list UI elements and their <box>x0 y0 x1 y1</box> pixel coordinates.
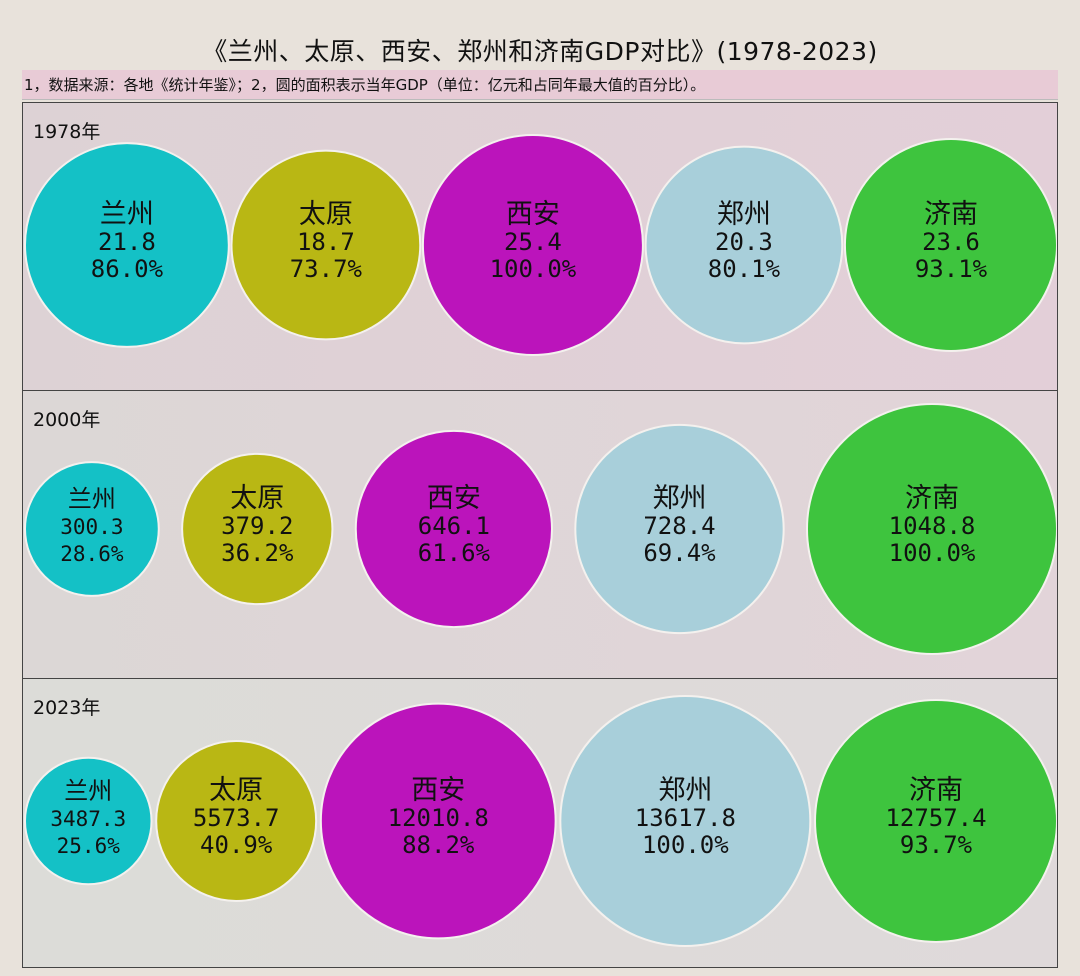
gdp-value-label: 3487.3 <box>50 807 126 831</box>
city-label: 郑州 <box>652 483 706 514</box>
gdp-value-label: 20.3 <box>715 228 773 256</box>
year-label: 2023年 <box>33 697 101 719</box>
city-label: 济南 <box>905 483 959 514</box>
city-label: 太原 <box>230 483 284 514</box>
bubble-chart-1978: 兰州21.886.0%太原18.773.7%西安25.4100.0%郑州20.3… <box>24 134 1057 356</box>
city-label: 济南 <box>909 775 963 806</box>
year-label: 2000年 <box>33 409 101 431</box>
city-label: 西安 <box>427 483 481 514</box>
percent-label: 69.4% <box>643 539 716 567</box>
gdp-value-label: 646.1 <box>418 512 490 540</box>
percent-label: 93.1% <box>915 255 988 283</box>
bubble-circle <box>24 756 153 886</box>
year-label: 1978年 <box>33 121 101 143</box>
city-label: 济南 <box>924 199 978 230</box>
percent-label: 61.6% <box>418 539 491 567</box>
gdp-value-label: 12010.8 <box>388 804 489 832</box>
bubble-circle <box>806 403 1057 655</box>
bubble-circle <box>319 702 557 940</box>
bubble-circle <box>24 461 160 597</box>
city-label: 西安 <box>506 199 560 230</box>
gdp-value-label: 21.8 <box>98 228 156 256</box>
city-label: 兰州 <box>68 485 116 513</box>
bubble-chart-2023: 兰州3487.325.6%太原5573.740.9%西安12010.888.2%… <box>24 695 1057 947</box>
bubble-circle <box>181 452 334 606</box>
percent-label: 100.0% <box>889 539 976 567</box>
percent-label: 28.6% <box>60 542 124 566</box>
percent-label: 86.0% <box>91 255 164 283</box>
percent-label: 36.2% <box>221 539 294 567</box>
city-label: 太原 <box>209 775 263 806</box>
bubble-circle <box>24 142 230 348</box>
bubble-circle <box>230 149 422 341</box>
city-label: 兰州 <box>64 777 112 805</box>
percent-label: 93.7% <box>900 831 973 859</box>
panel-1978: 1978年 兰州 21.8 86.0% 太原 18.7 73.7% 西安 25.4 100.0%… <box>22 102 1058 391</box>
gdp-value-label: 1048.8 <box>889 512 976 540</box>
gdp-value-label: 5573.7 <box>193 804 280 832</box>
percent-label: 73.7% <box>290 255 363 283</box>
gdp-value-label: 12757.4 <box>885 804 986 832</box>
gdp-value-label: 23.6 <box>922 228 980 256</box>
percent-label: 80.1% <box>708 255 781 283</box>
panel-2023: 2023年 兰州 3487.3 25.6% 太原 5573.7 40.9% 西安 12010.… <box>22 678 1058 968</box>
gdp-value-label: 300.3 <box>60 515 123 539</box>
bubble-circle <box>354 429 553 629</box>
panel-2000: 2000年 兰州 300.3 28.6% 太原 379.2 36.2% 西安 646.1 61.… <box>22 390 1058 679</box>
bubble-chart-2000: 兰州300.328.6%太原379.236.2%西安646.161.6%郑州72… <box>24 403 1057 655</box>
gdp-value-label: 728.4 <box>643 512 715 540</box>
bubble-circle <box>814 699 1057 943</box>
city-label: 兰州 <box>100 199 154 230</box>
gdp-value-label: 13617.8 <box>635 804 736 832</box>
city-label: 西安 <box>411 775 465 806</box>
bubble-circle <box>421 134 644 356</box>
bubble-circle <box>155 740 318 902</box>
percent-label: 40.9% <box>200 831 273 859</box>
percent-label: 88.2% <box>402 831 475 859</box>
percent-label: 100.0% <box>642 831 729 859</box>
city-label: 郑州 <box>717 199 771 230</box>
city-label: 郑州 <box>658 775 712 806</box>
chart-title: 《兰州、太原、西安、郑州和济南GDP对比》(1978-2023) <box>202 37 878 66</box>
bubble-circle <box>574 423 785 635</box>
percent-label: 25.6% <box>57 834 121 858</box>
chart-subtitle: 1，数据来源：各地《统计年鉴》；2，圆的面积表示当年GDP（单位：亿元和占同年最… <box>22 70 1058 100</box>
gdp-value-label: 379.2 <box>221 512 293 540</box>
bubble-circle <box>559 695 812 947</box>
bubble-circle <box>644 145 844 345</box>
city-label: 太原 <box>299 199 353 230</box>
gdp-value-label: 25.4 <box>504 228 562 256</box>
percent-label: 100.0% <box>490 255 577 283</box>
gdp-value-label: 18.7 <box>297 228 355 256</box>
